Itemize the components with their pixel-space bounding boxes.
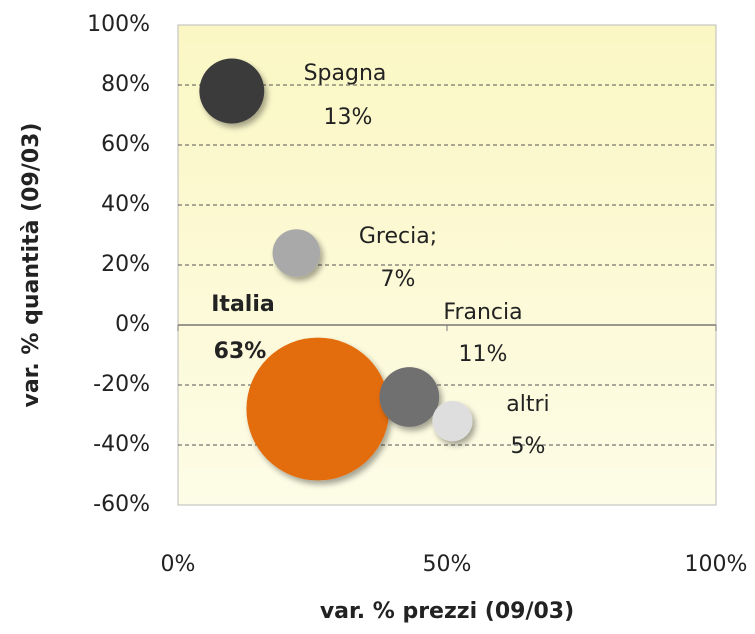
y-tick-label: -40% [93, 432, 150, 457]
y-tick-label: 40% [101, 192, 150, 217]
bubble-name: Spagna [304, 61, 387, 86]
bubble-name: Italia [211, 292, 274, 317]
plot-layer: -60% -40% -20% 0% 20% 40% 60% 80% 100% 0% 50% 100% S… [87, 12, 747, 577]
x-axis-title: var. % prezzi (09/03) [320, 599, 574, 624]
y-tick-label: -20% [93, 372, 150, 397]
x-tick-label: 50% [423, 552, 472, 577]
bubble [246, 337, 390, 481]
y-tick-label: 0% [115, 312, 150, 337]
y-axis-title: var. % quantità (09/03) [19, 123, 44, 408]
bubble-value-label: 13% [324, 105, 373, 130]
x-tick-label: 100% [685, 552, 748, 577]
bubble [272, 229, 321, 277]
bubble [379, 367, 440, 427]
bubble [432, 400, 473, 442]
y-tick-label: 80% [101, 72, 150, 97]
bubble [199, 58, 265, 124]
y-tick-label: 20% [101, 252, 150, 277]
bubble-name: altri [506, 392, 549, 417]
x-tick-label: 0% [161, 552, 196, 577]
y-tick-label: 60% [101, 132, 150, 157]
bubble-value-label: 7% [381, 267, 416, 292]
bubble-value-label: 5% [511, 434, 546, 459]
bubble-value-label: 11% [459, 342, 508, 367]
y-tick-label: -60% [93, 492, 150, 517]
y-tick-label: 100% [87, 12, 150, 37]
bubble-name: Francia [443, 300, 522, 325]
bubble-name: Grecia; [359, 224, 437, 249]
bubble-value-label: 63% [214, 339, 267, 364]
